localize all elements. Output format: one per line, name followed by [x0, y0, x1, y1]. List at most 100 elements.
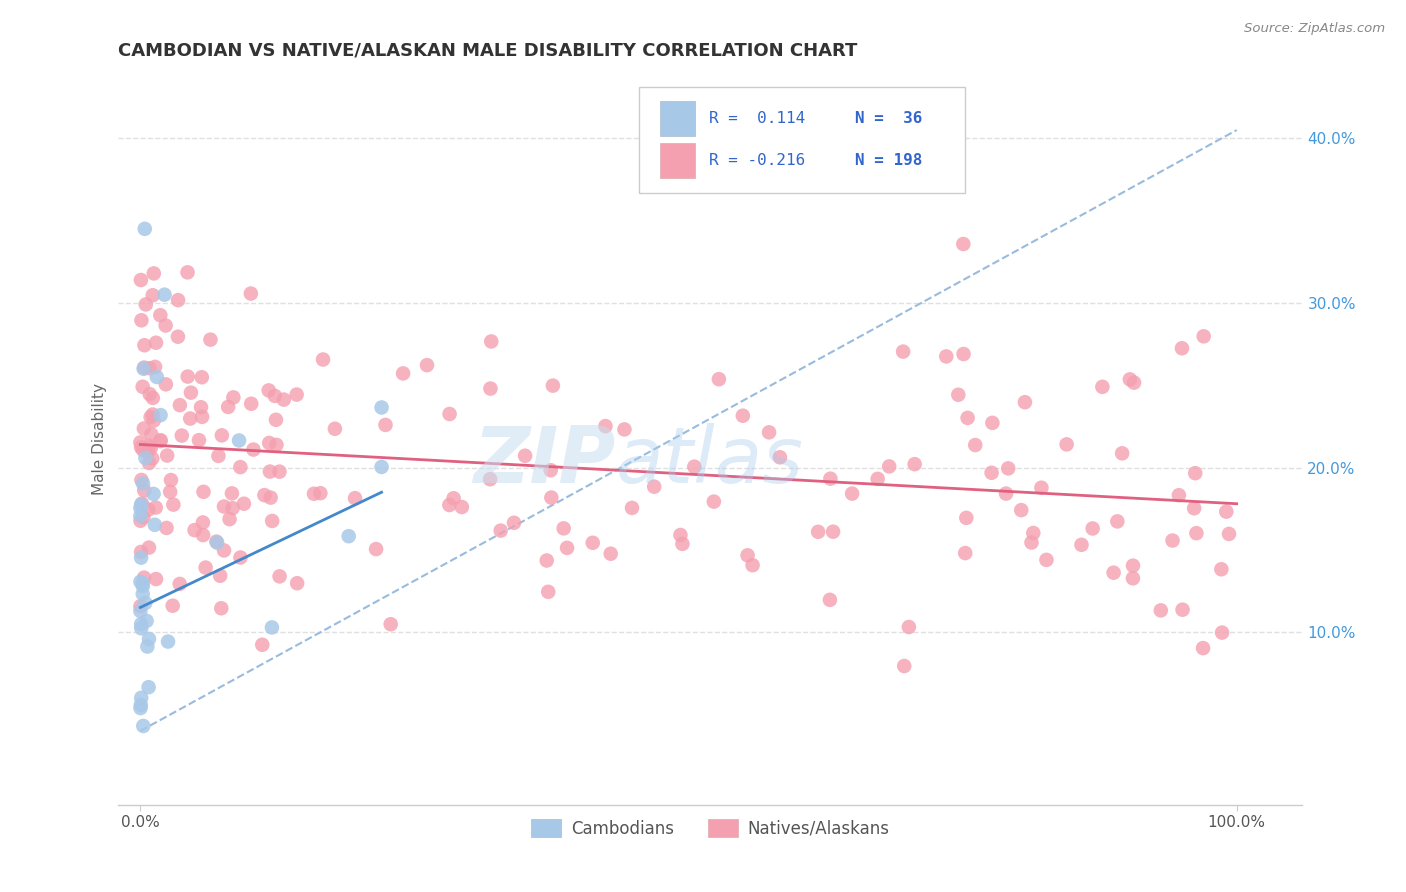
- Point: [162, 599, 184, 613]
- Point: [129, 698, 152, 712]
- Point: [1218, 527, 1240, 541]
- Point: [503, 516, 526, 530]
- Point: [129, 574, 152, 589]
- Point: [252, 638, 274, 652]
- Point: [139, 442, 162, 456]
- Point: [1182, 501, 1205, 516]
- Point: [302, 487, 325, 501]
- Point: [264, 413, 287, 427]
- Point: [737, 549, 759, 563]
- Point: [952, 237, 974, 252]
- Point: [370, 459, 392, 474]
- Point: [135, 297, 157, 311]
- Text: R = -0.216: R = -0.216: [709, 153, 806, 168]
- Point: [599, 547, 621, 561]
- Point: [513, 449, 536, 463]
- Point: [138, 541, 160, 555]
- Point: [1014, 395, 1036, 409]
- Point: [995, 486, 1018, 500]
- Point: [139, 410, 162, 425]
- Point: [212, 500, 235, 514]
- Point: [229, 550, 252, 565]
- Point: [142, 408, 165, 422]
- Point: [160, 473, 183, 487]
- Point: [669, 528, 692, 542]
- Point: [1070, 538, 1092, 552]
- Point: [162, 498, 184, 512]
- Point: [323, 422, 346, 436]
- Point: [180, 385, 202, 400]
- Point: [232, 497, 254, 511]
- Point: [188, 433, 211, 447]
- Point: [132, 421, 155, 435]
- Point: [138, 456, 160, 470]
- Point: [134, 360, 156, 375]
- Point: [948, 388, 970, 402]
- Point: [370, 401, 392, 415]
- Point: [1122, 571, 1144, 585]
- Point: [159, 484, 181, 499]
- Point: [380, 617, 402, 632]
- Point: [1171, 603, 1194, 617]
- Point: [1122, 558, 1144, 573]
- Point: [209, 568, 232, 582]
- Point: [242, 442, 264, 457]
- Point: [262, 514, 284, 528]
- Point: [489, 524, 512, 538]
- Point: [228, 434, 250, 448]
- Point: [138, 680, 160, 694]
- Point: [194, 560, 217, 574]
- FancyBboxPatch shape: [640, 87, 965, 194]
- Point: [439, 498, 461, 512]
- Point: [191, 409, 214, 424]
- Point: [769, 450, 792, 465]
- Point: [1167, 488, 1189, 502]
- Point: [142, 288, 165, 302]
- Point: [259, 491, 281, 505]
- Point: [1150, 603, 1173, 617]
- Point: [337, 529, 360, 543]
- Point: [142, 391, 165, 405]
- Point: [758, 425, 780, 440]
- Text: CAMBODIAN VS NATIVE/ALASKAN MALE DISABILITY CORRELATION CHART: CAMBODIAN VS NATIVE/ALASKAN MALE DISABIL…: [118, 42, 858, 60]
- Point: [132, 361, 155, 376]
- Point: [555, 541, 578, 555]
- Point: [479, 334, 502, 349]
- Point: [191, 370, 214, 384]
- Point: [1091, 380, 1114, 394]
- Point: [1211, 625, 1233, 640]
- Point: [997, 461, 1019, 475]
- Point: [132, 443, 155, 458]
- Point: [132, 510, 155, 524]
- Point: [1171, 341, 1194, 355]
- Point: [259, 465, 281, 479]
- Y-axis label: Male Disability: Male Disability: [93, 383, 107, 495]
- Point: [613, 422, 636, 436]
- Point: [1081, 521, 1104, 535]
- Point: [129, 440, 152, 454]
- Point: [132, 587, 155, 601]
- Point: [541, 378, 564, 392]
- Point: [741, 558, 763, 573]
- Point: [1215, 505, 1237, 519]
- Point: [176, 369, 198, 384]
- Point: [263, 389, 285, 403]
- Point: [956, 410, 979, 425]
- Point: [132, 576, 155, 591]
- Point: [285, 387, 308, 401]
- Point: [553, 521, 575, 535]
- Point: [200, 333, 222, 347]
- Point: [955, 511, 977, 525]
- Point: [134, 338, 156, 352]
- Point: [156, 449, 179, 463]
- Point: [205, 535, 228, 549]
- Point: [136, 640, 159, 654]
- Point: [621, 500, 644, 515]
- Point: [266, 438, 288, 452]
- Point: [239, 286, 262, 301]
- Point: [131, 380, 153, 394]
- Point: [952, 347, 974, 361]
- Point: [891, 344, 914, 359]
- Point: [155, 318, 177, 333]
- Point: [935, 350, 957, 364]
